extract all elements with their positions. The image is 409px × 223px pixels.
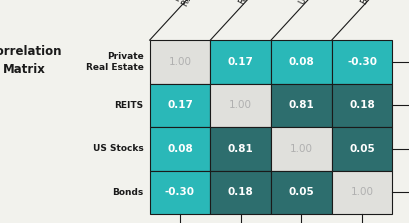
Text: Bonds: Bonds bbox=[357, 0, 378, 5]
Text: 0.81: 0.81 bbox=[288, 100, 313, 110]
Bar bbox=[149, 84, 210, 127]
Text: 1.00: 1.00 bbox=[168, 57, 191, 67]
Text: 1.00: 1.00 bbox=[350, 187, 373, 197]
Bar bbox=[210, 84, 270, 127]
Text: -0.30: -0.30 bbox=[346, 57, 376, 67]
Text: 0.81: 0.81 bbox=[227, 144, 253, 154]
Text: 0.17: 0.17 bbox=[227, 57, 253, 67]
Bar bbox=[270, 84, 331, 127]
Text: Private
Real Estate: Private Real Estate bbox=[171, 0, 211, 8]
Bar bbox=[331, 84, 391, 127]
Text: 0.05: 0.05 bbox=[348, 144, 374, 154]
Text: 0.18: 0.18 bbox=[348, 100, 374, 110]
Bar bbox=[149, 127, 210, 171]
Text: Correlation
Matrix: Correlation Matrix bbox=[0, 45, 62, 76]
Text: Bonds: Bonds bbox=[112, 188, 143, 197]
Bar bbox=[270, 40, 331, 84]
Text: 0.08: 0.08 bbox=[167, 144, 192, 154]
Bar bbox=[210, 40, 270, 84]
Bar bbox=[149, 40, 210, 84]
Bar bbox=[210, 127, 270, 171]
Text: US Stocks: US Stocks bbox=[297, 0, 324, 5]
Text: -0.30: -0.30 bbox=[164, 187, 195, 197]
Text: 0.05: 0.05 bbox=[288, 187, 313, 197]
Bar bbox=[331, 127, 391, 171]
Text: Private
Real Estate: Private Real Estate bbox=[85, 52, 143, 72]
Text: REITS: REITS bbox=[236, 0, 256, 5]
Text: US Stocks: US Stocks bbox=[92, 144, 143, 153]
Text: REITS: REITS bbox=[114, 101, 143, 110]
Bar bbox=[210, 171, 270, 214]
Bar bbox=[331, 171, 391, 214]
Bar bbox=[149, 171, 210, 214]
Text: 0.08: 0.08 bbox=[288, 57, 313, 67]
Bar bbox=[270, 171, 331, 214]
Text: 1.00: 1.00 bbox=[289, 144, 312, 154]
Text: 0.17: 0.17 bbox=[166, 100, 193, 110]
Bar bbox=[270, 127, 331, 171]
Bar bbox=[331, 40, 391, 84]
Text: 1.00: 1.00 bbox=[229, 100, 252, 110]
Text: 0.18: 0.18 bbox=[227, 187, 253, 197]
